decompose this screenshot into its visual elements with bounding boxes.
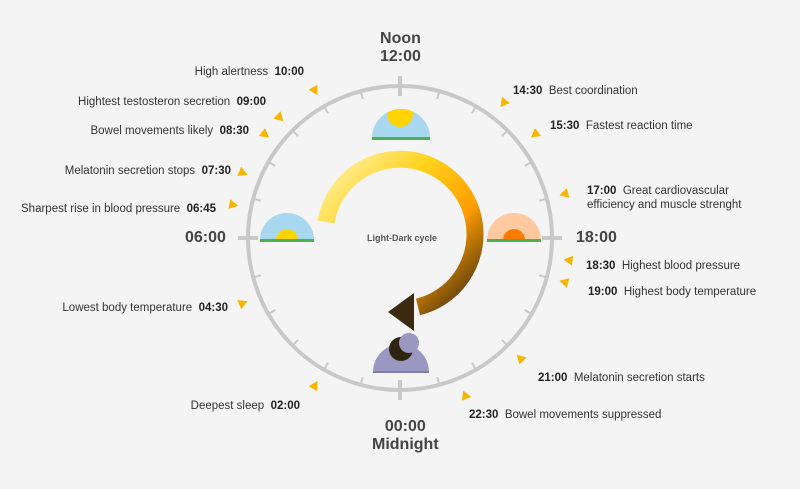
event-label: Lowest body temperature 04:30 bbox=[62, 302, 228, 314]
event-label: Bowel movements likely 08:30 bbox=[90, 125, 249, 137]
six-am-label: 06:00 bbox=[185, 229, 226, 246]
event-marker bbox=[530, 128, 542, 138]
hour-tick bbox=[291, 339, 299, 347]
event-label: 22:30 Bowel movements suppressed bbox=[469, 409, 662, 421]
hour-tick bbox=[471, 362, 477, 371]
light-dark-arc bbox=[317, 150, 484, 316]
sunrise-icon bbox=[260, 213, 314, 242]
event-marker bbox=[258, 128, 270, 138]
hour-tick bbox=[267, 309, 276, 315]
hour-tick bbox=[267, 161, 276, 167]
event-label: Melatonin secretion stops 07:30 bbox=[64, 165, 231, 177]
hour-tick bbox=[323, 105, 329, 114]
event-label: Hightest testosteron secretion 09:00 bbox=[78, 96, 266, 108]
event-markers bbox=[228, 84, 574, 401]
hour-ticks bbox=[238, 76, 562, 400]
event-marker bbox=[516, 354, 527, 365]
event-marker bbox=[308, 380, 318, 392]
event-label: 17:00 Great cardiovascular efficiency an… bbox=[587, 185, 742, 211]
midnight-label: 00:00 Midnight bbox=[372, 418, 439, 454]
event-marker bbox=[461, 390, 472, 401]
event-marker bbox=[563, 255, 574, 266]
hour-tick bbox=[436, 376, 441, 386]
event-marker bbox=[273, 111, 284, 122]
noon-sun-icon bbox=[372, 109, 430, 140]
event-marker bbox=[237, 166, 248, 177]
event-label: 21:00 Melatonin secretion starts bbox=[538, 372, 705, 384]
hour-tick bbox=[501, 339, 509, 347]
hour-tick bbox=[291, 129, 299, 137]
event-marker bbox=[500, 96, 510, 108]
event-label: 15:30 Fastest reaction time bbox=[550, 120, 693, 132]
hour-tick bbox=[501, 129, 509, 137]
event-marker bbox=[228, 199, 239, 209]
night-moon-icon bbox=[373, 333, 429, 373]
hour-tick bbox=[252, 274, 262, 279]
six-pm-label: 18:00 bbox=[576, 229, 617, 246]
hour-tick bbox=[252, 197, 262, 202]
event-label: High alertness 10:00 bbox=[194, 66, 304, 78]
event-marker bbox=[559, 188, 570, 198]
event-marker bbox=[559, 278, 570, 288]
event-marker bbox=[237, 299, 248, 310]
noon-name: Noon bbox=[380, 30, 421, 47]
hour-tick bbox=[359, 376, 364, 386]
event-label: 19:00 Highest body temperature bbox=[588, 286, 757, 298]
hour-tick bbox=[524, 309, 533, 315]
event-marker bbox=[308, 84, 318, 96]
event-label: 14:30 Best coordination bbox=[513, 85, 638, 97]
hour-tick bbox=[471, 105, 477, 114]
noon-time: 12:00 bbox=[380, 48, 421, 65]
event-label: Sharpest rise in blood pressure 06:45 bbox=[21, 203, 216, 215]
hour-tick bbox=[323, 362, 329, 371]
light-dark-cycle-label: Light-Dark cycle bbox=[367, 233, 438, 243]
event-label: Deepest sleep 02:00 bbox=[190, 400, 300, 412]
arc-arrowhead bbox=[388, 293, 414, 331]
midnight-time: 00:00 bbox=[384, 418, 426, 435]
hour-tick bbox=[538, 197, 548, 202]
midnight-name: Midnight bbox=[372, 436, 439, 453]
sunset-icon bbox=[487, 213, 541, 242]
hour-tick bbox=[538, 274, 548, 279]
hour-tick bbox=[436, 90, 441, 100]
hour-tick bbox=[359, 90, 364, 100]
hour-tick bbox=[524, 161, 533, 167]
event-label: 18:30 Highest blood pressure bbox=[586, 260, 741, 272]
noon-label: Noon 12:00 bbox=[380, 30, 421, 66]
